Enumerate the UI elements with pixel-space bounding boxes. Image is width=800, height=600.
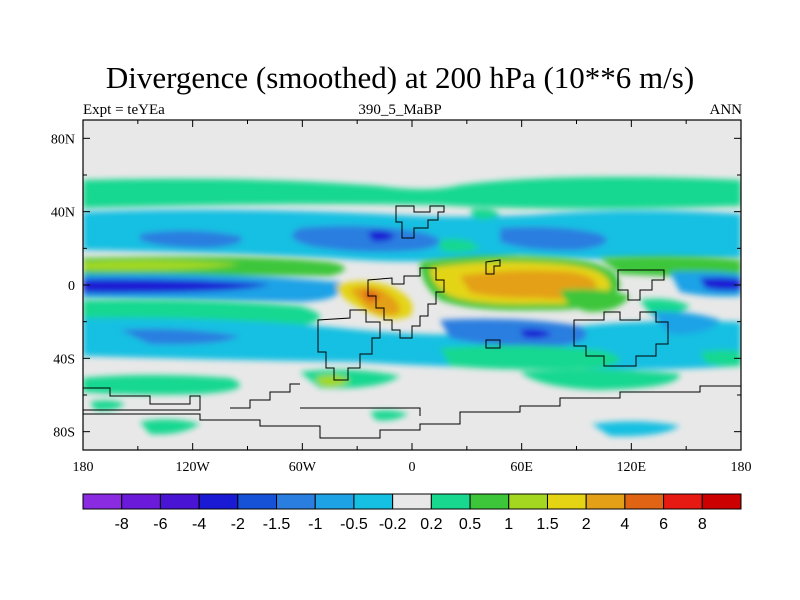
- colorbar-label: 0.2: [420, 516, 442, 533]
- colorbar-swatch: [624, 493, 665, 510]
- south-pacific-coast: [485, 339, 501, 349]
- south-green-east: [640, 298, 690, 315]
- colorbar-label: -1.5: [263, 516, 291, 533]
- coastlines: [83, 205, 741, 439]
- x-tick-label: 60W: [289, 460, 317, 475]
- colorbar-label: 6: [659, 516, 668, 533]
- antarctic-blue-1: [592, 421, 680, 437]
- axes-layer: 180 120W 60W 0 60E 120E 180 80N 40N 0 40S 80S: [51, 120, 752, 475]
- colorbar-label: -0.5: [340, 516, 368, 533]
- subantarctic-yellow: [315, 375, 350, 387]
- europe-coast: [395, 205, 445, 239]
- colorbar-swatch: [469, 493, 510, 510]
- south-deep-core: [520, 329, 552, 338]
- y-tick-label: 0: [68, 279, 75, 294]
- y-tick-label: 40N: [51, 206, 75, 221]
- colorbar-swatch: [546, 493, 587, 510]
- colorbar-swatch: [430, 493, 471, 510]
- australia-coast: [573, 311, 669, 367]
- north-blue-core-3: [140, 230, 242, 248]
- antarctic-green-3: [90, 400, 125, 411]
- north-green-patch-1: [470, 208, 500, 220]
- equatorial-deep-east: [700, 277, 741, 291]
- south-america-coast: [317, 309, 381, 381]
- colorbar-label: -2: [231, 516, 245, 533]
- colorbar-label: 4: [620, 516, 629, 533]
- colorbar-swatch: [276, 493, 316, 510]
- divergence-field-tropics: [83, 255, 741, 320]
- colorbar-label: 2: [582, 516, 591, 533]
- subantarctic-green-4: [700, 350, 741, 367]
- divergence-field-north: [83, 176, 741, 262]
- central-pacific-green: [560, 288, 630, 312]
- subantarctic-green-3: [520, 369, 680, 390]
- colorbar-label: 1.5: [536, 516, 558, 533]
- colorbar-label: -0.2: [379, 516, 407, 533]
- colorbar-swatch: [82, 493, 123, 510]
- colorbar: -8 -6 -4 -2 -1.5 -1 -0.5 -0.2 0.2 0.5 1 1.5 2 4 6 8: [82, 493, 742, 533]
- y-tick-label: 80S: [53, 426, 75, 441]
- x-tick-label: 0: [409, 460, 416, 475]
- x-tick-label: 180: [73, 460, 94, 475]
- africa-coast: [367, 267, 445, 339]
- colorbar-swatch: [237, 493, 278, 510]
- colorbar-swatch: [159, 493, 200, 510]
- south-blue-core-1: [440, 318, 587, 347]
- antarctic-green-1: [140, 419, 200, 435]
- colorbar-label: -1: [308, 516, 322, 533]
- colorbar-label: 8: [698, 516, 707, 533]
- colorbar-swatch: [314, 493, 355, 510]
- antarctic-green-2: [370, 410, 408, 421]
- colorbar-swatch: [392, 493, 432, 510]
- colorbar-label: -6: [153, 516, 167, 533]
- center-label: 390_5_MaBP: [358, 102, 442, 118]
- x-tick-label: 180: [731, 460, 752, 475]
- antarctica-coast-3: [230, 383, 300, 409]
- colorbar-label: -8: [115, 516, 129, 533]
- colorbar-swatch: [701, 493, 742, 510]
- tropical-yellow-west: [83, 260, 240, 271]
- equatorial-deep-west: [83, 278, 270, 294]
- y-tick-label: 80N: [51, 132, 75, 147]
- north-deep-core: [368, 230, 395, 242]
- colorbar-label: -4: [192, 516, 206, 533]
- colorbar-swatch: [663, 493, 703, 510]
- antarctica-coast-4: [300, 407, 421, 416]
- map-field: [83, 120, 741, 450]
- antarctica-coast-1: [83, 387, 201, 411]
- x-tick-label: 60E: [510, 460, 533, 475]
- colorbar-swatch: [508, 493, 548, 510]
- colorbar-swatch: [198, 493, 239, 510]
- y-tick-label: 40S: [53, 352, 75, 367]
- north-blue-core-1: [292, 225, 440, 252]
- subantarctic-green-1: [83, 375, 240, 395]
- divergence-field-south: [83, 298, 741, 437]
- south-blue-core-2: [120, 328, 240, 345]
- antarctica-coast-2: [83, 385, 741, 439]
- colorbar-swatch: [353, 493, 394, 510]
- colorbar-label: 1: [504, 516, 513, 533]
- colorbar-label: 0.5: [459, 516, 481, 533]
- left-label: Expt = teYEa: [83, 102, 165, 118]
- chart-title: Divergence (smoothed) at 200 hPa (10**6 …: [105, 60, 695, 95]
- north-green-patch-2: [440, 239, 480, 253]
- asia-coast: [485, 259, 501, 275]
- south-green-arc: [440, 345, 620, 370]
- maritime-coast: [617, 269, 665, 301]
- colorbar-swatch: [121, 493, 161, 510]
- x-tick-label: 120E: [617, 460, 647, 475]
- right-label: ANN: [709, 102, 743, 118]
- x-tick-label: 120W: [176, 460, 211, 475]
- colorbar-swatch: [585, 493, 626, 510]
- north-green-band: [83, 176, 741, 209]
- north-blue-core-2: [500, 226, 607, 251]
